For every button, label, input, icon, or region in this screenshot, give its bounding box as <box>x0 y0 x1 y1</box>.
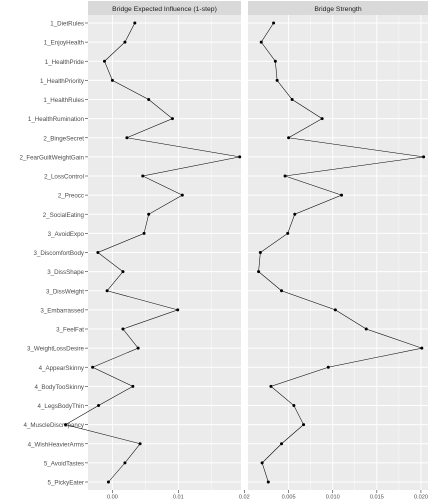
y-tick-label: 1_HealthRumination <box>28 116 85 123</box>
data-point <box>283 174 287 178</box>
data-point <box>180 193 184 197</box>
y-tick-label: 3_FeelFat <box>56 327 84 334</box>
data-point <box>133 21 137 25</box>
y-tick-label: 5_AvoidTastes <box>44 460 84 467</box>
data-point <box>121 270 125 274</box>
y-tick-label: 2_FearGuiltWeightGain <box>19 154 84 161</box>
data-point <box>121 327 125 331</box>
x-tick-label: 0.01 <box>173 495 184 500</box>
y-tick-label: 1_EnjoyHealth <box>44 40 85 47</box>
y-tick-label: 1_HealthPriority <box>40 78 85 85</box>
data-point <box>272 21 276 25</box>
data-point <box>260 461 264 465</box>
data-point <box>420 346 424 350</box>
data-point <box>105 289 109 293</box>
y-tick-label: 2_LossControl <box>44 174 84 181</box>
data-point <box>102 59 106 63</box>
data-point <box>269 384 273 388</box>
data-point <box>170 117 174 121</box>
data-point <box>96 251 100 254</box>
data-point <box>320 117 324 121</box>
x-tick-label: 0.005 <box>282 495 296 500</box>
panel-bridge-expected-influence: Bridge Expected Influence (1-step) 0.00 0.… <box>64 1 250 500</box>
strip-header <box>88 1 241 15</box>
data-point <box>106 480 110 484</box>
data-point <box>123 40 127 44</box>
data-point <box>422 155 426 159</box>
data-point <box>302 423 306 427</box>
x-tick-label: 0.02 <box>239 495 250 500</box>
data-point <box>147 98 151 101</box>
y-tick-label: 4_LegsBodyThin <box>38 403 85 410</box>
data-point <box>280 442 284 446</box>
y-tick-label: 3_AvoidExpo <box>48 231 85 238</box>
y-tick-label: 2_Preocc <box>58 193 84 200</box>
data-point <box>258 251 262 254</box>
y-tick-label: 4_MuscleDiscrepancy <box>23 422 84 429</box>
data-point <box>131 384 135 388</box>
data-point <box>176 308 180 312</box>
strip-title: Bridge Strength <box>314 6 361 13</box>
data-point <box>292 404 296 407</box>
data-point <box>293 212 297 216</box>
y-tick-label: 4_AppearSkinny <box>39 365 85 372</box>
x-tick-label: 0.020 <box>414 495 428 500</box>
data-point <box>259 40 263 44</box>
data-point <box>64 423 68 427</box>
strip-header <box>248 1 428 15</box>
data-point <box>266 480 270 484</box>
y-tick-label: 1_DietRules <box>50 21 84 28</box>
y-tick-label: 4_WishHeavierArms <box>28 441 84 448</box>
x-tick-label: 0.00 <box>107 495 118 500</box>
data-point <box>110 78 114 82</box>
y-tick-label: 2_BingeSecret <box>43 135 84 142</box>
data-point <box>125 136 129 140</box>
data-point <box>280 289 284 293</box>
y-tick-label: 1_HealthRules <box>43 97 84 104</box>
y-tick-label: 5_PickyEater <box>48 480 84 487</box>
y-axis-labels: 1_DietRules 1_EnjoyHealth 1_HealthPride 1_H… <box>19 21 88 487</box>
data-point <box>97 404 101 407</box>
panel-bridge-strength: Bridge Strength 0.005 0.010 0.015 0.020 <box>248 1 428 500</box>
y-tick-label: 3_DiscomfortBody <box>33 250 84 257</box>
y-tick-label: 2_SocialEating <box>43 212 85 219</box>
data-point <box>142 231 146 235</box>
y-tick-label: 3_WeightLossDesire <box>27 346 85 353</box>
data-point <box>286 231 290 235</box>
data-point <box>141 174 145 178</box>
data-point <box>364 327 368 331</box>
data-point <box>257 270 261 274</box>
data-point <box>275 78 279 82</box>
x-tick-label: 0.015 <box>370 495 384 500</box>
data-point <box>287 136 291 140</box>
data-point <box>326 365 330 369</box>
data-point <box>136 346 140 350</box>
data-point <box>147 212 151 216</box>
strip-title: Bridge Expected Influence (1-step) <box>112 6 217 13</box>
y-tick-label: 3_DissShape <box>47 269 84 276</box>
data-point <box>91 365 95 369</box>
y-tick-label: 3_Embarrassed <box>40 307 84 314</box>
data-point <box>273 59 277 63</box>
data-point <box>333 308 337 312</box>
data-point <box>138 442 142 446</box>
data-point <box>238 155 242 159</box>
data-point <box>340 193 344 197</box>
y-tick-label: 3_DissWeight <box>46 288 84 295</box>
x-tick-label: 0.010 <box>326 495 340 500</box>
data-point <box>290 98 294 101</box>
data-point <box>123 461 127 465</box>
y-tick-label: 1_HealthPride <box>45 59 85 66</box>
y-tick-label: 4_BodyTooSkinny <box>34 384 84 391</box>
